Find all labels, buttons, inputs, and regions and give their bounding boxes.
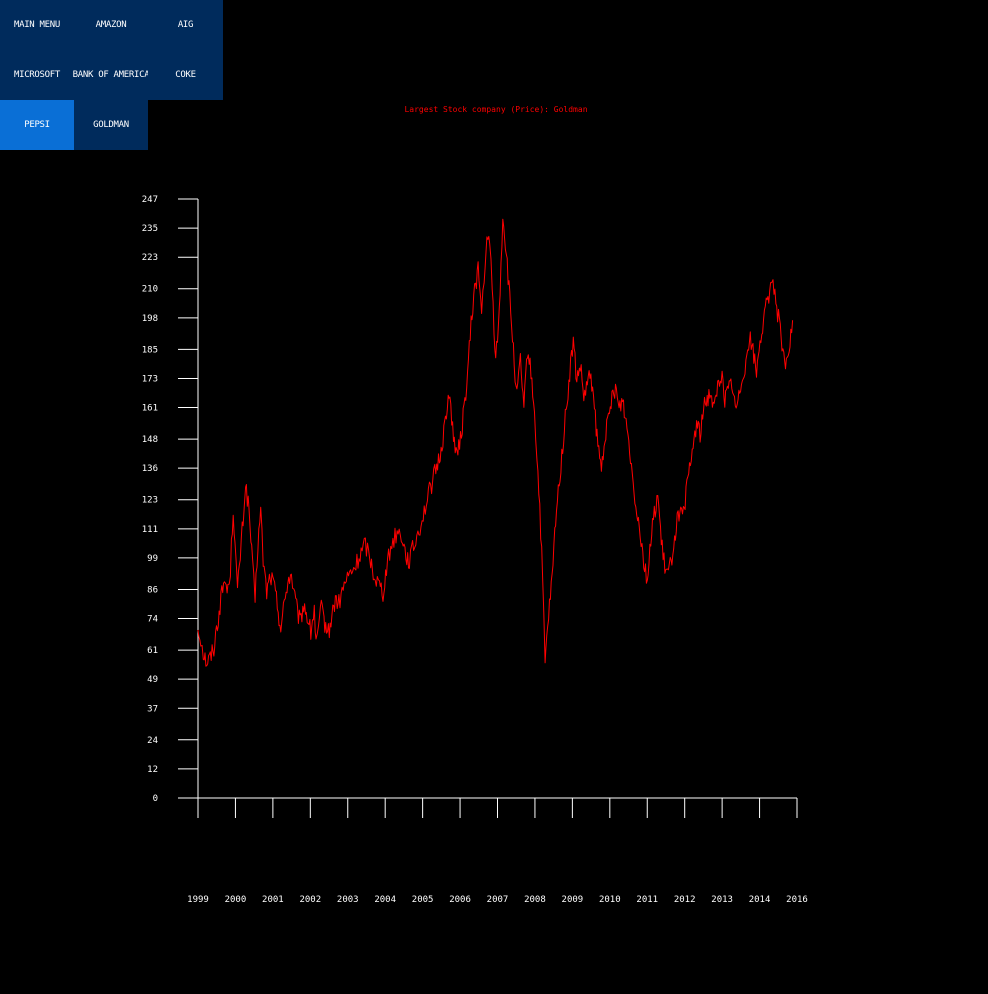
x-tick-label: 2012 [674,895,696,905]
x-tick-label: 2010 [599,895,621,905]
y-tick-label: 235 [142,224,158,234]
x-tick-label: 2011 [636,895,658,905]
x-tick-label: 2005 [412,895,434,905]
menu-button-aig[interactable]: AIG [148,0,223,50]
x-tick-label: 2016 [786,895,808,905]
y-tick-label: 99 [147,554,158,564]
y-tick-label: 12 [147,765,158,775]
y-tick-label: 74 [147,615,158,625]
y-tick-label: 111 [142,525,158,535]
x-axis: 1999 2000 2001 2002 2003 2004 2005 2006 2007 2008… [187,797,808,905]
y-tick-label: 161 [142,404,158,414]
menu-button-amazon[interactable]: AMAZON [74,0,148,50]
y-tick-label: 37 [147,704,158,714]
x-tick-label: 2008 [524,895,546,905]
y-tick-label: 0 [153,794,158,804]
x-tick-label: 2000 [225,895,247,905]
x-tick-label: 2003 [337,895,359,905]
y-tick-label: 49 [147,675,158,685]
y-tick-label: 223 [142,253,158,263]
series-group [197,218,794,667]
menu-button-microsoft[interactable]: MICROSOFT [0,50,74,100]
y-tick-label: 148 [142,435,158,445]
menu-button-main-menu[interactable]: MAIN MENU [0,0,74,50]
x-tick-label: 2004 [374,895,396,905]
menu-button-pepsi[interactable]: PEPSI [0,100,74,150]
x-tick-label: 2002 [299,895,321,905]
y-tick-label: 86 [147,585,158,595]
menu-button-coke[interactable]: COKE [148,50,223,100]
menu-button-goldman[interactable]: GOLDMAN [74,100,148,150]
y-tick-label: 61 [147,646,158,656]
y-tick-label: 247 [142,195,158,205]
y-tick-label: 136 [142,464,158,474]
chart-title: Largest Stock company (Price): Goldman [404,105,587,114]
x-tick-label: 2009 [562,895,584,905]
x-tick-label: 2001 [262,895,284,905]
x-tick-label: 2014 [749,895,771,905]
series-line-goldman [197,218,794,667]
y-tick-label: 210 [142,285,158,295]
x-tick-label: 2007 [487,895,509,905]
y-tick-label: 123 [142,496,158,506]
y-axis: 0 12 24 37 49 61 74 86 99 111 123 136 148 161 173 185 19… [142,195,199,804]
y-tick-label: 173 [142,374,158,384]
y-tick-label: 198 [142,314,158,324]
x-tick-label: 2013 [711,895,733,905]
y-tick-label: 185 [142,345,158,355]
x-tick-label: 1999 [187,895,209,905]
menu-button-bank-of-america[interactable]: BANK OF AMERICA [73,50,150,100]
y-tick-label: 24 [147,736,158,746]
x-tick-label: 2006 [449,895,471,905]
